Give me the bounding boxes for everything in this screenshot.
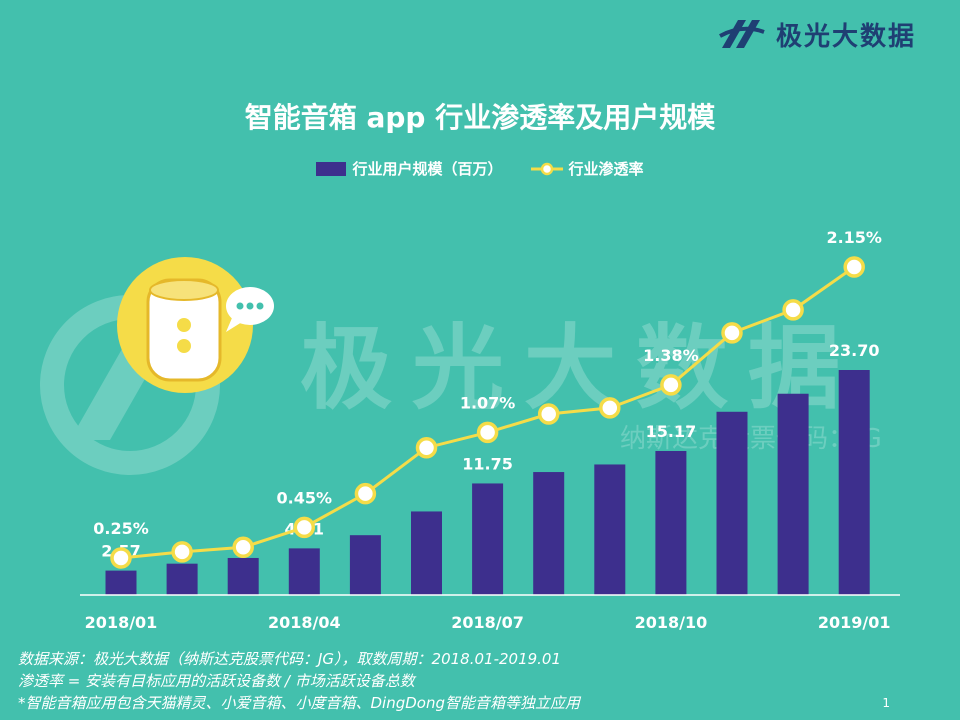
bar-2018/05 xyxy=(349,535,381,595)
line-value-label: 1.07% xyxy=(460,393,516,412)
bar-2018/04 xyxy=(288,548,320,595)
footnote-scope: *智能音箱应用包含天猫精灵、小爱音箱、小度音箱、DingDong智能音箱等独立应… xyxy=(18,694,581,712)
line-point-2018/07 xyxy=(476,421,499,444)
line-point-2018/04 xyxy=(293,516,316,539)
bar-series xyxy=(105,370,870,595)
footnotes: 数据来源：极光大数据（纳斯达克股票代码：JG），取数周期：2018.01-201… xyxy=(18,648,580,714)
line-point-2018/01 xyxy=(110,547,132,569)
legend-label-penetration: 行业渗透率 xyxy=(568,160,644,178)
x-tick-label: 2018/01 xyxy=(85,613,158,632)
brand-name: 极光大数据 xyxy=(776,21,917,52)
line-value-label: 2.15% xyxy=(826,228,882,247)
x-axis-ticks: 2018/01 2018/04 2018/07 2018/10 2019/01 xyxy=(85,613,891,632)
line-value-label: 1.38% xyxy=(643,346,699,365)
bar-2018/03 xyxy=(227,557,259,595)
footnote-source: 数据来源：极光大数据（纳斯达克股票代码：JG），取数周期：2018.01-201… xyxy=(18,650,562,668)
bar-2018/01 xyxy=(105,570,137,595)
x-tick-label: 2019/01 xyxy=(818,613,891,632)
legend-label-users: 行业用户规模（百万） xyxy=(352,160,503,178)
bar-value-label: 15.17 xyxy=(646,422,697,441)
bar-2018/08 xyxy=(533,472,565,595)
legend-bar-swatch xyxy=(316,161,347,176)
line-point-2018/09 xyxy=(599,397,621,419)
legend-item-users: 行业用户规模（百万） xyxy=(316,158,503,179)
bar-2018/12 xyxy=(777,393,809,595)
legend-line-swatch xyxy=(530,162,563,175)
line-point-2019/01 xyxy=(843,256,865,278)
line-point-2018/03 xyxy=(232,536,254,559)
chart-legend: 行业用户规模（百万） 行业渗透率 xyxy=(0,158,960,179)
watermark-sub-text: 纳斯达克股票代码：JG xyxy=(620,424,882,454)
line-point-2018/11 xyxy=(721,322,743,344)
bar-2018/02 xyxy=(166,563,198,595)
line-value-labels: 0.25% 0.45% 1.07% 1.38% 2.15% xyxy=(93,228,882,538)
bar-2019/01 xyxy=(838,370,870,595)
bar-2018/06 xyxy=(411,511,442,595)
line-value-label: 0.25% xyxy=(93,519,149,538)
bar-2018/07 xyxy=(472,483,504,595)
line-series xyxy=(110,256,865,569)
bar-2018/10 xyxy=(655,450,687,595)
line-point-2018/05 xyxy=(354,482,377,505)
line-point-2018/08 xyxy=(537,403,560,425)
bar-2018/11 xyxy=(716,411,748,595)
line-point-2018/12 xyxy=(782,299,804,321)
line-point-2018/06 xyxy=(415,436,438,459)
brand-mark-icon xyxy=(719,20,765,48)
watermark-main-text: 极光大数据 xyxy=(300,315,860,422)
brand-logo: 极光大数据 xyxy=(718,14,916,54)
footnote-definition: 渗透率 = 安装有目标应用的活跃设备数 / 市场活跃设备总数 xyxy=(18,672,415,690)
x-tick-label: 2018/07 xyxy=(451,613,524,632)
x-tick-label: 2018/04 xyxy=(268,613,341,632)
page-number: 1 xyxy=(882,696,890,710)
bar-value-label: 23.70 xyxy=(829,341,880,360)
legend-item-penetration: 行业渗透率 xyxy=(530,158,644,179)
smart-speaker-icon xyxy=(117,257,274,393)
line-value-label: 0.45% xyxy=(277,488,333,507)
x-tick-label: 2018/10 xyxy=(635,613,708,632)
watermark: 极光大数据 纳斯达克股票代码：JG xyxy=(40,295,882,475)
line-point-2018/10 xyxy=(660,374,682,396)
bar-2018/09 xyxy=(594,464,626,595)
line-point-2018/02 xyxy=(171,541,193,563)
bar-value-label: 11.75 xyxy=(462,454,513,473)
chart-title: 智能音箱 app 行业渗透率及用户规模 xyxy=(244,101,716,134)
